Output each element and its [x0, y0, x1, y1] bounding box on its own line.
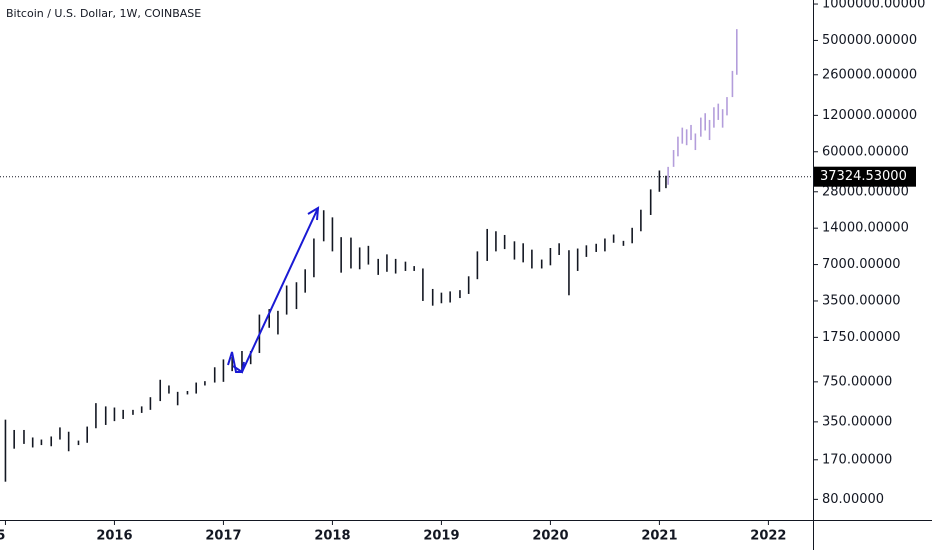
y-tick-label: 1750.00000: [822, 330, 901, 345]
plot: [4, 29, 738, 482]
x-tick-label: 2022: [750, 529, 786, 544]
x-tick-label: 2021: [641, 529, 677, 544]
y-tick-label: 1000000.00000: [822, 0, 925, 12]
x-tick-label: 2017: [205, 529, 241, 544]
arrow-head: [232, 361, 245, 374]
y-tick-label: 3500.00000: [822, 293, 901, 308]
y-tick-label: 350.00000: [822, 414, 892, 429]
y-tick-label: 170.00000: [822, 452, 892, 467]
x-tick-label: 2018: [314, 529, 350, 544]
y-tick-label: 500000.00000: [822, 33, 917, 48]
drawn-arrow: [227, 207, 319, 373]
y-tick-label: 14000.00000: [822, 221, 909, 236]
chart-title: Bitcoin / U.S. Dollar, 1W, COINBASE: [6, 7, 201, 20]
y-tick-label: 80.00000: [822, 492, 884, 507]
y-tick-label: 60000.00000: [822, 144, 909, 159]
y-tick-label: 750.00000: [822, 374, 892, 389]
y-tick-label: 260000.00000: [822, 67, 917, 82]
x-tick-label: 2020: [532, 529, 568, 544]
arrow-head: [307, 206, 320, 221]
x-tick-label: 15: [0, 529, 5, 544]
y-tick-label: 120000.00000: [822, 108, 917, 123]
y-tick-label: 28000.00000: [822, 184, 909, 199]
x-tick-label: 2019: [423, 529, 459, 544]
y-tick-label: 7000.00000: [822, 257, 901, 272]
last-price-box: [814, 166, 916, 187]
last-price-label: 37324.53000: [820, 169, 907, 184]
x-tick-label: 2016: [96, 529, 132, 544]
